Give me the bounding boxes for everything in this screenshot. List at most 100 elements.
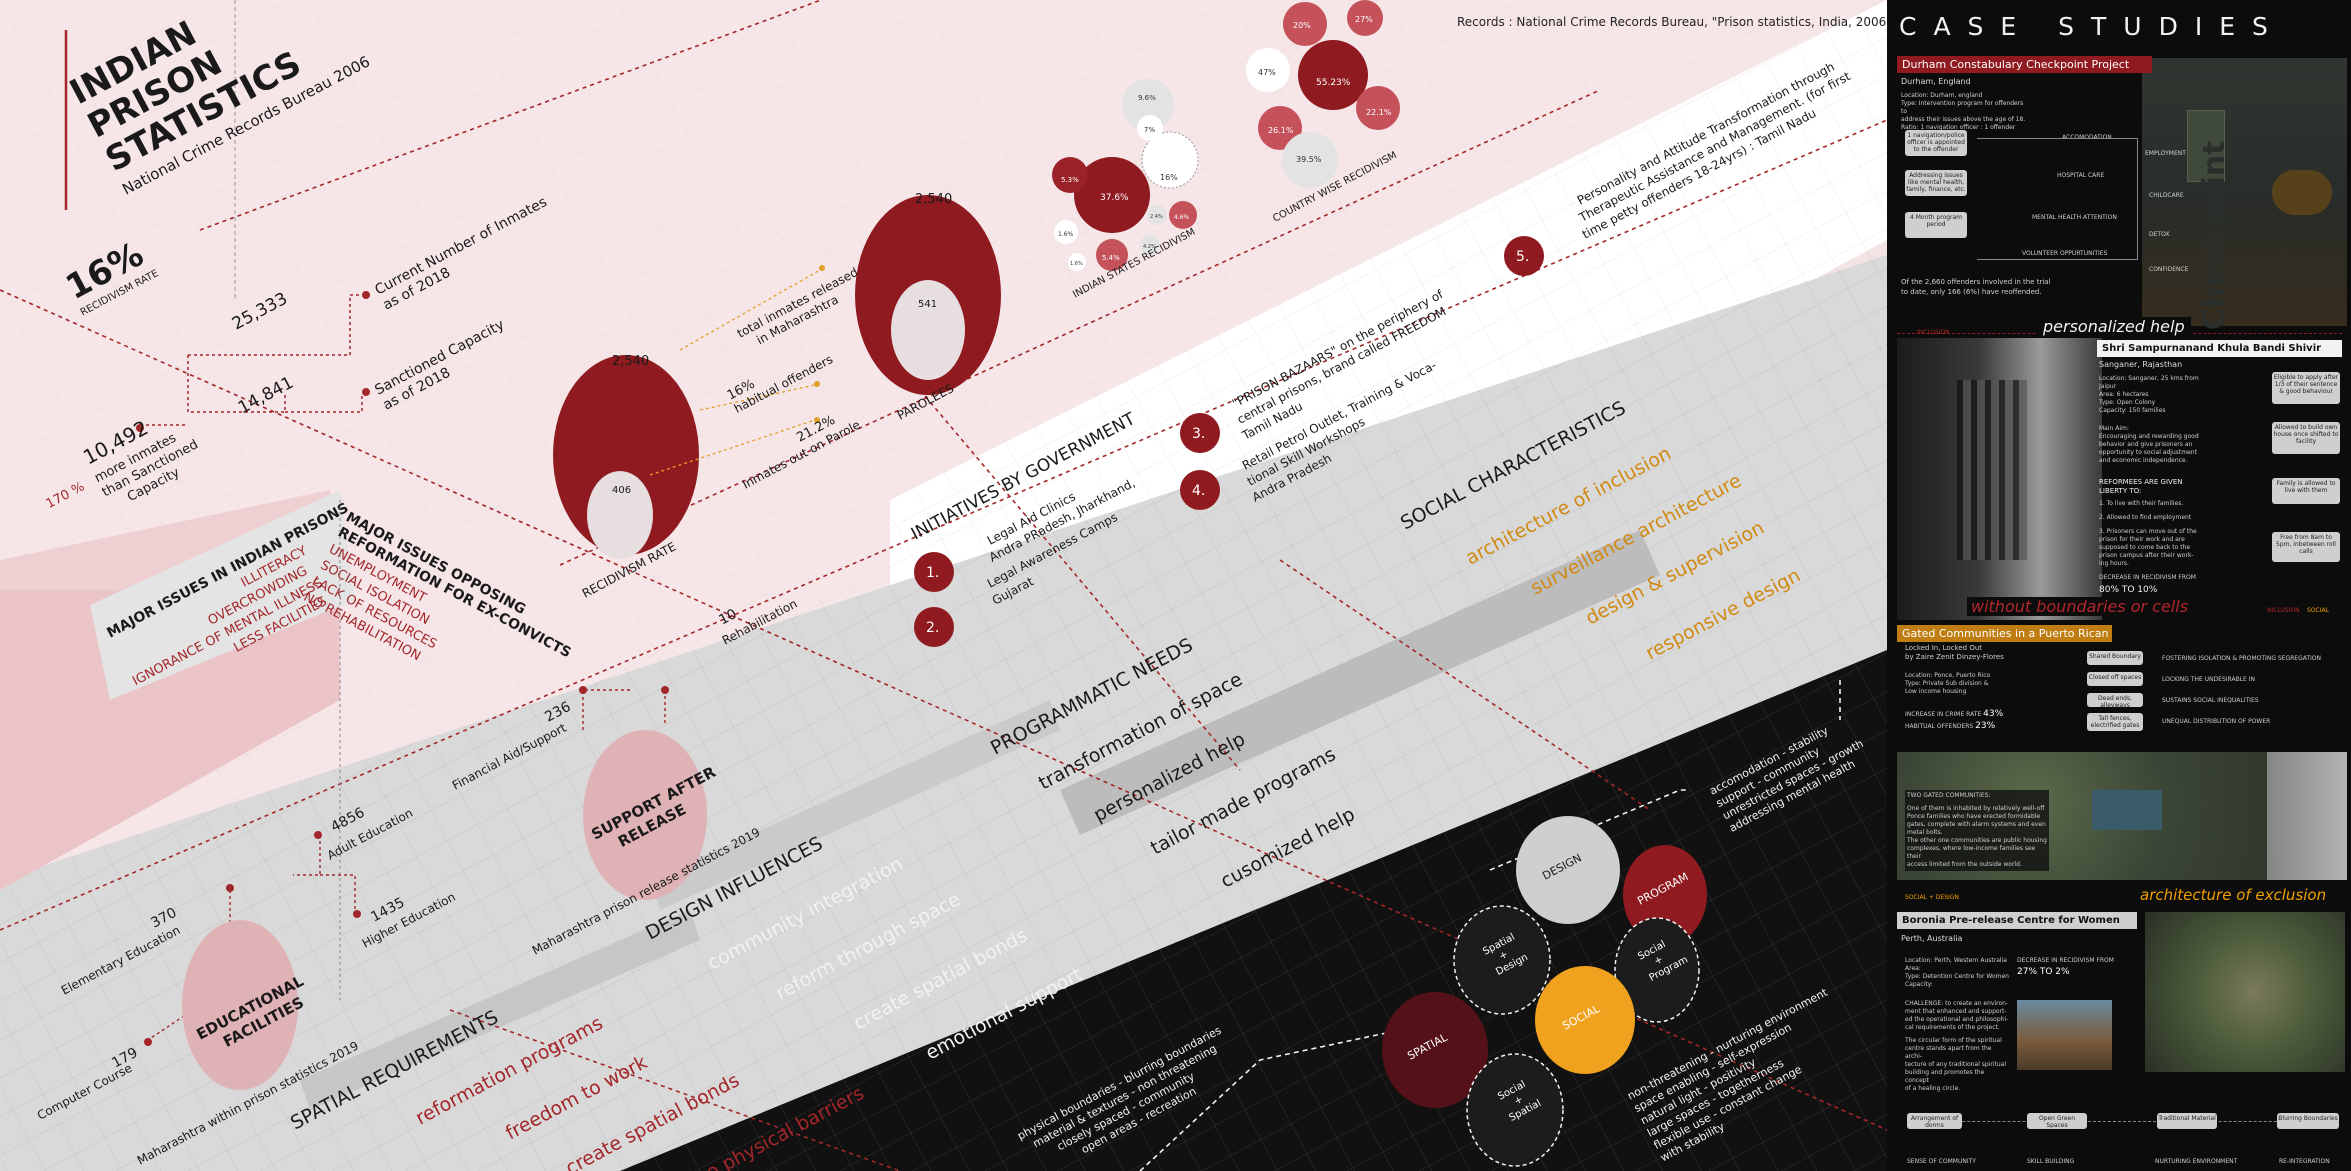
boronia-bottom-sub-1: SENSE OF COMMUNITY bbox=[1907, 1158, 1976, 1165]
boronia-ch-8: building and promotes the concept bbox=[1905, 1069, 1985, 1084]
parolees-chart: 2,540 541 PAROLEES bbox=[855, 192, 1001, 423]
recidivism-inner-ellipse bbox=[587, 471, 653, 559]
shivir-liberty-1: REFORMEES ARE GIVEN bbox=[2099, 478, 2183, 486]
durham-info-4: Ratio: 1 navigation officer : 1 offender bbox=[1901, 124, 2016, 131]
durham-flow-1: ACCOMODATION bbox=[2062, 134, 2112, 141]
gated-two-6: The other one communities are public hou… bbox=[1907, 837, 2047, 844]
gated-info-3: Low income housing bbox=[1905, 688, 1967, 695]
shivir-pill-4: Free from 8am to 5pm, inbetween roll cal… bbox=[2272, 532, 2340, 562]
initiative-1-circle bbox=[914, 552, 954, 592]
boronia-info-4: Capacity: bbox=[1905, 981, 1933, 988]
shivir-tag: without boundaries or cells bbox=[1967, 597, 2193, 616]
gated-two: TWO GATED COMMUNITIES: One of them is in… bbox=[1905, 790, 2049, 871]
durham-info-1: Location: Durham, england bbox=[1901, 92, 1983, 99]
shivir-lib-c1: 3. Prisoners can move out of the bbox=[2099, 528, 2197, 535]
source-note: Records : National Crime Records Bureau,… bbox=[1457, 15, 1886, 29]
case-studies-header: CASE STUDIES bbox=[1899, 12, 2285, 41]
inmates-dot-1 bbox=[362, 291, 370, 299]
shivir-info-2: Jaipur bbox=[2099, 383, 2117, 390]
rehab-dot bbox=[661, 686, 669, 694]
state-bubble-bihar bbox=[1054, 220, 1078, 244]
shivir-dec-value: 80% TO 10% bbox=[2099, 585, 2158, 595]
gated-two-8: access limited from the outside world. bbox=[1907, 861, 2022, 868]
country-value-singapore: 26.1% bbox=[1268, 126, 1294, 135]
country-bubble-norway bbox=[1283, 2, 1327, 46]
recidivism-leaders bbox=[649, 269, 821, 476]
boronia-bottom-sub-2: SKILL BUILDING bbox=[2027, 1158, 2075, 1165]
shivir-dec-label: DECREASE IN RECIDIVISM FROM bbox=[2099, 574, 2196, 581]
venn-spatial-design bbox=[1453, 905, 1551, 1015]
gated-res-3: SUSTAINS SOCIAL INEQUALITIES bbox=[2162, 697, 2259, 704]
shivir-title: Shri Sampurnanand Khula Bandi Shivir bbox=[2097, 340, 2342, 357]
gated-offend-label: HABITUAL OFFENDERS bbox=[1905, 723, 1974, 730]
state-value-punjab: 2.4% bbox=[1150, 214, 1163, 220]
durham-right-4: CONFIDENCE bbox=[2149, 266, 2189, 273]
country-value-uk: 47% bbox=[1258, 68, 1276, 77]
gated-offend: HABITUAL OFFENDERS 23% bbox=[1905, 722, 2055, 731]
boronia-bottom-4: Blurring Boundaries bbox=[2277, 1113, 2339, 1129]
shivir-lib-c5: ing hours. bbox=[2099, 560, 2129, 567]
case-studies-panel: CASE STUDIES Checkpoint Durham Constabul… bbox=[1887, 0, 2351, 1171]
gated-crime: INCREASE IN CRIME RATE 43% bbox=[1905, 710, 2055, 719]
inmates-dot-3 bbox=[136, 424, 144, 432]
durham-pill-1: 1 navigation/police officer is appointed… bbox=[1905, 130, 1967, 156]
durham-right-3: DETOX bbox=[2149, 231, 2170, 238]
shivir-info-3: Area: 6 hectares bbox=[2099, 391, 2149, 398]
leader-dot-3 bbox=[814, 417, 820, 423]
state-value-bihar: 1.6% bbox=[1058, 231, 1074, 238]
influences-strip bbox=[650, 700, 1060, 910]
state-value-haryana: 4.2% bbox=[1143, 244, 1156, 250]
durham-flow-3: MENTAL HEALTH ATTENTION bbox=[2032, 214, 2117, 221]
shivir-aim-3: behavior and give prisoners an bbox=[2099, 441, 2193, 448]
boronia-title: Boronia Pre-release Centre for Women bbox=[1897, 912, 2137, 929]
parolees-inner-value: 541 bbox=[918, 299, 937, 310]
shivir-info: Location: Sanganer, 25 kms from Jaipur A… bbox=[2099, 375, 2224, 415]
gated-photo-buildings bbox=[2267, 752, 2347, 880]
country-bubble-us bbox=[1298, 40, 1368, 110]
shivir-info-5: Capacity: 150 families bbox=[2099, 407, 2166, 414]
infographic-canvas: INDIAN PRISON STATISTICS National Crime … bbox=[0, 0, 1887, 1171]
durham-stat: Of the 2,660 offenders involved in the t… bbox=[1901, 277, 2131, 297]
venn-social bbox=[1535, 966, 1635, 1074]
boronia-ch-9: of a healing circle. bbox=[1905, 1085, 1961, 1092]
state-value-mp: 16% bbox=[1160, 173, 1178, 182]
venn-spatial bbox=[1382, 992, 1488, 1108]
boronia-ch-4: cal requirements of the project. bbox=[1905, 1024, 2000, 1031]
initiative-5-num: 5. bbox=[1516, 249, 1529, 265]
gated-tag: architecture of exclusion bbox=[2140, 886, 2327, 904]
boronia-bottom-1: Arrangement of dorms bbox=[1907, 1113, 1962, 1129]
shivir-info-4: Type: Open Colony bbox=[2099, 399, 2156, 406]
durham-sign-orange bbox=[2272, 170, 2332, 215]
state-value-telangana: 5.3% bbox=[1061, 176, 1079, 184]
durham-info: Location: Durham, england Type: Interven… bbox=[1901, 92, 2031, 132]
elementary-dot bbox=[226, 884, 234, 892]
durham-small-tag: INCLUSION bbox=[1917, 329, 1950, 336]
state-value-delhi: 1.6% bbox=[1070, 261, 1083, 267]
rehab-value: 10 bbox=[716, 606, 739, 628]
inmates-bracket bbox=[140, 294, 363, 426]
venn-social-spatial bbox=[1466, 1053, 1564, 1167]
shivir-info-1: Location: Sanganer, 25 kms from bbox=[2099, 375, 2199, 382]
gated-sub-1: Locked In, Locked Out bbox=[1905, 644, 1983, 652]
adult-dot bbox=[314, 831, 322, 839]
gated-info-2: Type: Private Sub division & bbox=[1905, 680, 1989, 687]
initiative-2-num: 2. bbox=[926, 620, 939, 636]
shivir-small-tag-1: INCLUSION bbox=[2267, 607, 2300, 614]
inmates-dot-2 bbox=[362, 388, 370, 396]
leader-dot-1 bbox=[819, 265, 825, 271]
initiative-2-circle bbox=[914, 607, 954, 647]
state-value-gujarat: 5.4% bbox=[1102, 254, 1120, 262]
boronia-dec-value: 27% TO 2% bbox=[2017, 967, 2070, 977]
durham-location: Durham, England bbox=[1901, 77, 1971, 86]
country-value-australia: 39.5% bbox=[1296, 155, 1322, 164]
gated-res-1: FOSTERING ISOLATION & PROMOTING SEGREGAT… bbox=[2162, 655, 2322, 662]
country-value-sweden: 22.1% bbox=[1366, 108, 1392, 117]
durham-flow-4: VOLUNTEER OPPURTUNITIES bbox=[2022, 250, 2108, 257]
shivir-lib-c4: prison campus after their work- bbox=[2099, 552, 2194, 559]
shivir-lib-list: 1. To live with their families. 2. Allow… bbox=[2099, 500, 2224, 568]
country-bubble-uk bbox=[1246, 48, 1290, 92]
boronia-ch-5: The circular form of the spiritual bbox=[1905, 1037, 2002, 1044]
country-value-japan: 27% bbox=[1355, 15, 1373, 24]
shivir-aim-1: Main Aim: bbox=[2099, 425, 2129, 432]
